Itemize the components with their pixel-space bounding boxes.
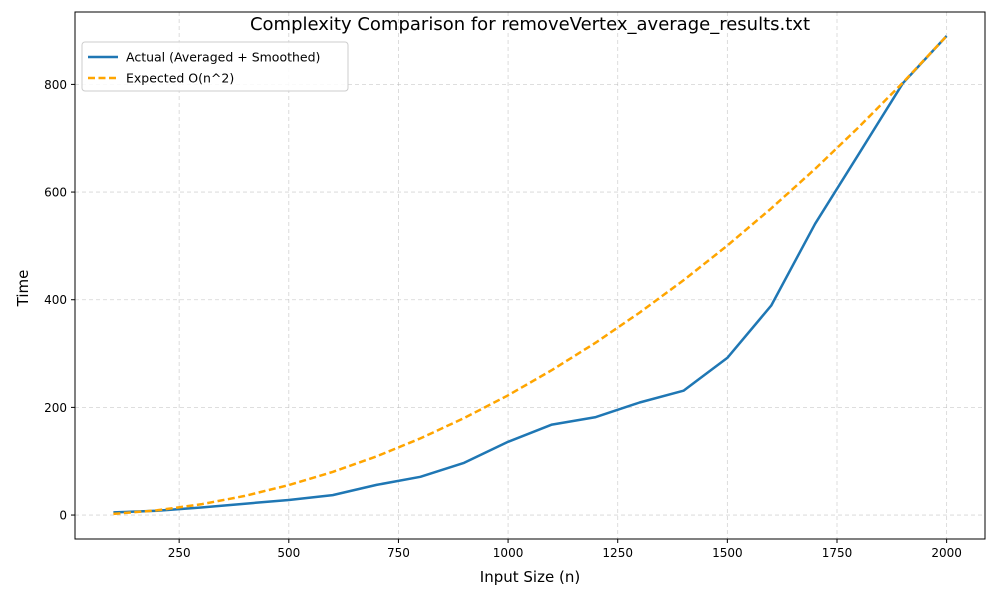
- x-tick-label: 1750: [822, 546, 853, 560]
- x-tick-label: 1250: [602, 546, 633, 560]
- x-axis-label: Input Size (n): [480, 568, 580, 586]
- legend: Actual (Averaged + Smoothed) Expected O(…: [81, 41, 349, 92]
- y-axis-label: Time: [14, 270, 32, 308]
- x-tick-label: 750: [387, 546, 410, 560]
- x-tick-label: 500: [277, 546, 300, 560]
- series-line-expected: [113, 35, 948, 516]
- x-tick-label: 250: [168, 546, 191, 560]
- x-tick-label: 1500: [712, 546, 743, 560]
- grid: [75, 12, 985, 539]
- x-tick-label: 2000: [931, 546, 962, 560]
- axis-ticks: 250 500 750 1000 1250 1500 1750 2000 0 200 400 600 8…: [44, 78, 962, 560]
- y-tick-label: 400: [44, 293, 67, 307]
- plot-frame: [74, 11, 986, 540]
- y-tick-label: 800: [44, 78, 67, 92]
- series-layer: [113, 35, 948, 516]
- x-tick-label: 1000: [493, 546, 524, 560]
- chart-title: Complexity Comparison for removeVertex_a…: [250, 14, 810, 35]
- series-line-actual: [113, 35, 948, 514]
- legend-label-actual: Actual (Averaged + Smoothed): [126, 50, 320, 65]
- y-tick-label: 600: [44, 186, 67, 200]
- legend-box: [81, 41, 349, 92]
- y-tick-label: 0: [59, 509, 67, 523]
- y-tick-label: 200: [44, 401, 67, 415]
- legend-label-expected: Expected O(n^2): [126, 71, 234, 86]
